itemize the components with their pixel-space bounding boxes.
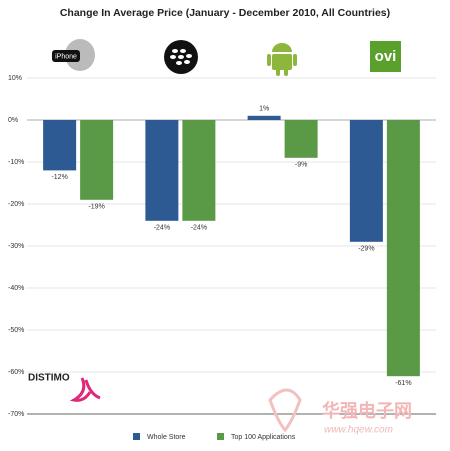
logo-iphone: iPhone [52, 39, 95, 71]
bar [145, 120, 179, 221]
data-label: -61% [395, 380, 411, 387]
data-label: -29% [358, 246, 374, 253]
logo-ovi: ovi [370, 41, 401, 72]
category-label: iPhone [55, 53, 77, 60]
bar [349, 120, 383, 242]
logo-blackberry [164, 40, 198, 74]
data-label: -12% [51, 174, 67, 181]
y-tick-label: -50% [8, 327, 24, 334]
legend-swatch [217, 433, 224, 440]
data-label: -24% [191, 225, 207, 232]
legend-label: Whole Store [147, 434, 186, 441]
annotation: 华强电子网 [322, 400, 412, 421]
bar [43, 120, 77, 171]
bar [80, 120, 114, 200]
bar [247, 115, 281, 120]
annotation: DISTIMO [28, 373, 70, 384]
watermark-icon [268, 388, 302, 433]
legend-swatch [133, 433, 140, 440]
y-tick-label: 0% [8, 117, 18, 124]
y-tick-label: -20% [8, 201, 24, 208]
y-tick-label: -10% [8, 159, 24, 166]
bar [386, 120, 420, 377]
y-tick-label: -60% [8, 369, 24, 376]
y-tick-label: 10% [8, 75, 22, 82]
logo-android [267, 43, 297, 76]
watermark-icon [69, 377, 101, 402]
data-label: -19% [88, 204, 104, 211]
bar [284, 120, 318, 158]
chart-title: Change In Average Price (January - Decem… [60, 7, 390, 19]
y-tick-label: -30% [8, 243, 24, 250]
data-label: -9% [295, 162, 307, 169]
data-label: 1% [259, 106, 269, 113]
annotation: www.hqew.com [324, 425, 393, 436]
data-label: -24% [154, 225, 170, 232]
legend-label: Top 100 Applications [231, 434, 296, 441]
category-label: ovi [375, 48, 397, 65]
y-tick-label: -70% [8, 411, 24, 418]
y-tick-label: -40% [8, 285, 24, 292]
bar [182, 120, 216, 221]
